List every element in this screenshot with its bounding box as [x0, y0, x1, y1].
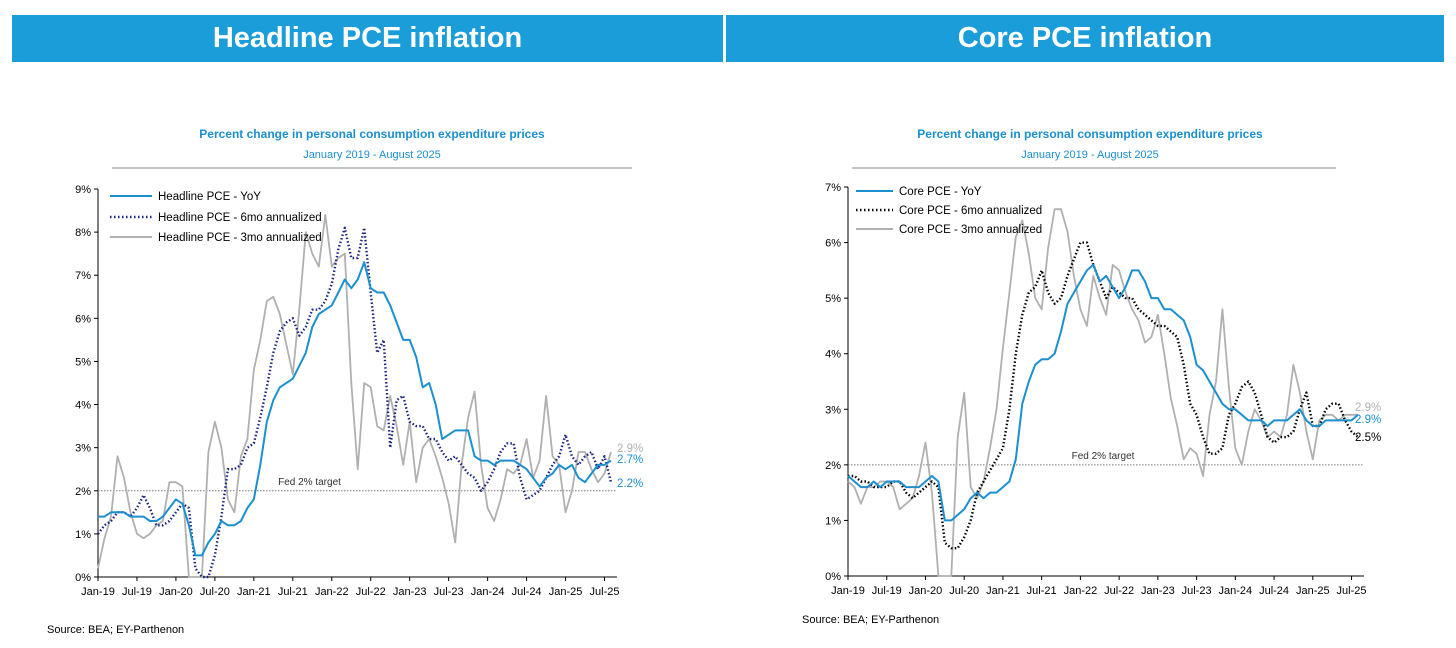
x-tick-label: Jul-22	[356, 586, 386, 598]
source-note: Source: BEA; EY-Parthenon	[802, 614, 939, 626]
x-tick-label: Jan-19	[831, 585, 865, 597]
banner-headline: Headline PCE inflation	[12, 15, 723, 62]
x-tick-label: Jul-25	[1337, 585, 1367, 597]
y-tick-label: 1%	[825, 515, 841, 527]
end-label-6mo: 2.2%	[617, 478, 643, 490]
y-tick-label: 1%	[75, 529, 91, 541]
legend-6mo: Core PCE - 6mo annualized	[899, 205, 1042, 217]
series-3mo-line	[847, 208, 1358, 577]
x-tick-label: Jan-24	[471, 586, 505, 598]
chart-subtitle: January 2019 - August 2025	[1021, 149, 1159, 161]
series-yoy-line	[847, 263, 1359, 522]
y-tick-label: 7%	[825, 182, 841, 194]
end-label-yoy: 2.7%	[617, 454, 643, 466]
headline-pce-chart: Percent change in personal consumption e…	[47, 127, 643, 636]
end-label-3mo: 2.9%	[617, 443, 643, 455]
x-tick-label: Jul-24	[512, 586, 542, 598]
legend: Core PCE - YoY Core PCE - 6mo annualized…	[856, 186, 1042, 236]
y-tick-label: 2%	[75, 486, 91, 498]
x-tick-label: Jul-23	[1182, 585, 1212, 597]
x-tick-label: Jul-24	[1259, 585, 1289, 597]
x-tick-label: Jul-21	[1027, 585, 1057, 597]
y-tick-label: 6%	[825, 238, 841, 250]
end-label-3mo: 2.9%	[1355, 402, 1381, 414]
y-tick-label: 4%	[75, 400, 91, 412]
y-tick-label: 0%	[825, 571, 841, 583]
x-tick-label: Jan-25	[549, 586, 583, 598]
x-tick-label: Jan-22	[1064, 585, 1098, 597]
x-tick-label: Jul-22	[1104, 585, 1134, 597]
y-tick-label: 9%	[75, 184, 91, 196]
legend-yoy: Headline PCE - YoY	[158, 191, 261, 203]
y-tick-label: 5%	[825, 293, 841, 305]
legend-3mo: Core PCE - 3mo annualized	[899, 224, 1042, 236]
legend: Headline PCE - YoY Headline PCE - 6mo an…	[110, 191, 322, 244]
x-tick-label: Jan-19	[81, 586, 115, 598]
x-tick-label: Jan-23	[1141, 585, 1175, 597]
plot-area: 0% 1% 2% 3% 4% 5% 6% 7% 8% 9% Jan-19 Jul-19 Jan-20 Ju…	[75, 184, 619, 598]
banner-core: Core PCE inflation	[726, 15, 1444, 62]
y-tick-label: 2%	[825, 460, 841, 472]
legend-6mo: Headline PCE - 6mo annualized	[158, 212, 322, 224]
x-tick-label: Jul-20	[949, 585, 979, 597]
x-tick-label: Jan-25	[1296, 585, 1330, 597]
legend-yoy: Core PCE - YoY	[899, 186, 982, 198]
end-label-6mo: 2.5%	[1355, 432, 1381, 444]
y-tick-label: 6%	[75, 313, 91, 325]
x-tick-label: Jul-21	[278, 586, 308, 598]
x-tick-label: Jan-20	[909, 585, 943, 597]
series-6mo-line	[97, 226, 613, 579]
fed-target-label: Fed 2% target	[278, 477, 341, 488]
x-tick-label: Jul-19	[122, 586, 152, 598]
series-yoy-line	[98, 261, 612, 557]
y-tick-label: 7%	[75, 270, 91, 282]
x-tick-label: Jan-22	[315, 586, 349, 598]
x-tick-label: Jan-23	[393, 586, 427, 598]
core-pce-chart: Percent change in personal consumption e…	[802, 127, 1381, 626]
x-tick-label: Jan-21	[986, 585, 1020, 597]
chart-title: Percent change in personal consumption e…	[917, 127, 1263, 141]
y-tick-label: 0%	[75, 572, 91, 584]
y-tick-label: 4%	[825, 349, 841, 361]
x-tick-label: Jul-25	[590, 586, 620, 598]
end-label-yoy: 2.9%	[1355, 414, 1381, 426]
x-tick-label: Jul-23	[434, 586, 464, 598]
fed-target-label: Fed 2% target	[1072, 451, 1135, 462]
chart-title: Percent change in personal consumption e…	[199, 127, 545, 141]
x-tick-label: Jan-20	[159, 586, 193, 598]
x-tick-label: Jul-19	[872, 585, 902, 597]
plot-area: 0% 1% 2% 3% 4% 5% 6% 7% Jan-19 Jul-19 Jan-20 Jul-20…	[825, 182, 1366, 597]
x-tick-label: Jan-21	[237, 586, 271, 598]
source-note: Source: BEA; EY-Parthenon	[47, 624, 184, 636]
y-tick-label: 3%	[825, 404, 841, 416]
y-tick-label: 3%	[75, 443, 91, 455]
chart-subtitle: January 2019 - August 2025	[303, 149, 441, 161]
x-tick-label: Jul-20	[200, 586, 230, 598]
series-6mo-line	[848, 241, 1359, 550]
series-3mo-line	[97, 214, 612, 578]
legend-3mo: Headline PCE - 3mo annualized	[158, 232, 322, 244]
x-tick-label: Jan-24	[1219, 585, 1253, 597]
y-tick-label: 5%	[75, 356, 91, 368]
y-tick-label: 8%	[75, 227, 91, 239]
